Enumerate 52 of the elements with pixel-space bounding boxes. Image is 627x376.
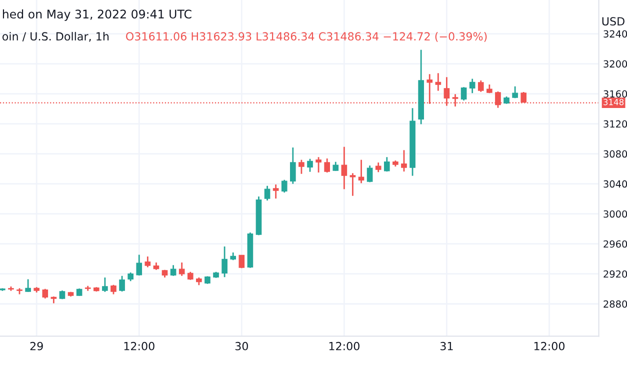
y-tick-label: 3120 — [604, 120, 627, 128]
candlestick — [341, 146, 348, 190]
candlestick — [460, 86, 467, 102]
y-tick-label: 3160 — [604, 90, 627, 98]
candlestick — [366, 164, 373, 183]
candlestick — [272, 184, 279, 200]
y-tick-label: 2920 — [604, 270, 627, 278]
text: oin / U.S. Dollar, 1h — [2, 32, 109, 42]
candlestick — [401, 149, 407, 172]
x-tick-label: 31 — [440, 342, 453, 350]
candlestick — [435, 72, 442, 92]
candlestick — [222, 246, 228, 278]
candlestick — [469, 78, 476, 94]
candlestick — [25, 278, 31, 293]
text: USD — [602, 17, 624, 26]
candlestick — [170, 264, 176, 277]
candlestick — [375, 162, 382, 173]
candlestick — [384, 156, 390, 172]
candlestick — [358, 159, 364, 184]
ref-line-label: 3148 — [604, 98, 624, 106]
candlestick — [178, 262, 185, 277]
y-tick-label: 3240 — [604, 30, 627, 38]
candlestick — [42, 288, 48, 300]
candlestick — [350, 172, 356, 197]
candlestick — [316, 156, 322, 174]
candlestick — [281, 179, 288, 194]
candlestick — [307, 158, 313, 173]
x-tick-label: 30 — [235, 342, 248, 350]
x-tick-label: 12:00 — [329, 342, 360, 350]
y-tick-label: 3080 — [604, 150, 627, 158]
candlestick — [144, 256, 151, 268]
candlestick — [290, 146, 296, 185]
candlestick — [238, 254, 245, 269]
x-tick-label: 12:00 — [534, 342, 565, 350]
y-tick-label: 2960 — [604, 240, 627, 248]
candlestick — [332, 161, 339, 172]
text: hed on May 31, 2022 09:41 UTC — [2, 9, 192, 21]
candlestick — [324, 158, 330, 174]
candlestick — [102, 276, 108, 293]
y-tick-label: 3200 — [604, 60, 627, 68]
candlestick — [110, 284, 116, 295]
candlestick — [478, 80, 484, 93]
candlestick — [264, 185, 270, 202]
candlestick — [119, 275, 125, 292]
candlestick — [298, 159, 304, 175]
x-tick-label: 12:00 — [124, 342, 154, 350]
y-tick-label: 3040 — [604, 180, 627, 188]
candlestick — [136, 254, 142, 276]
y-tick-label: 3000 — [604, 210, 627, 218]
y-tick-label: 2880 — [604, 300, 627, 308]
annotation: O31611.06 H31623.93 L31486.34 C31486.34 −124.72 (−0.39%) — [126, 32, 487, 42]
x-tick-label: 29 — [30, 342, 43, 350]
